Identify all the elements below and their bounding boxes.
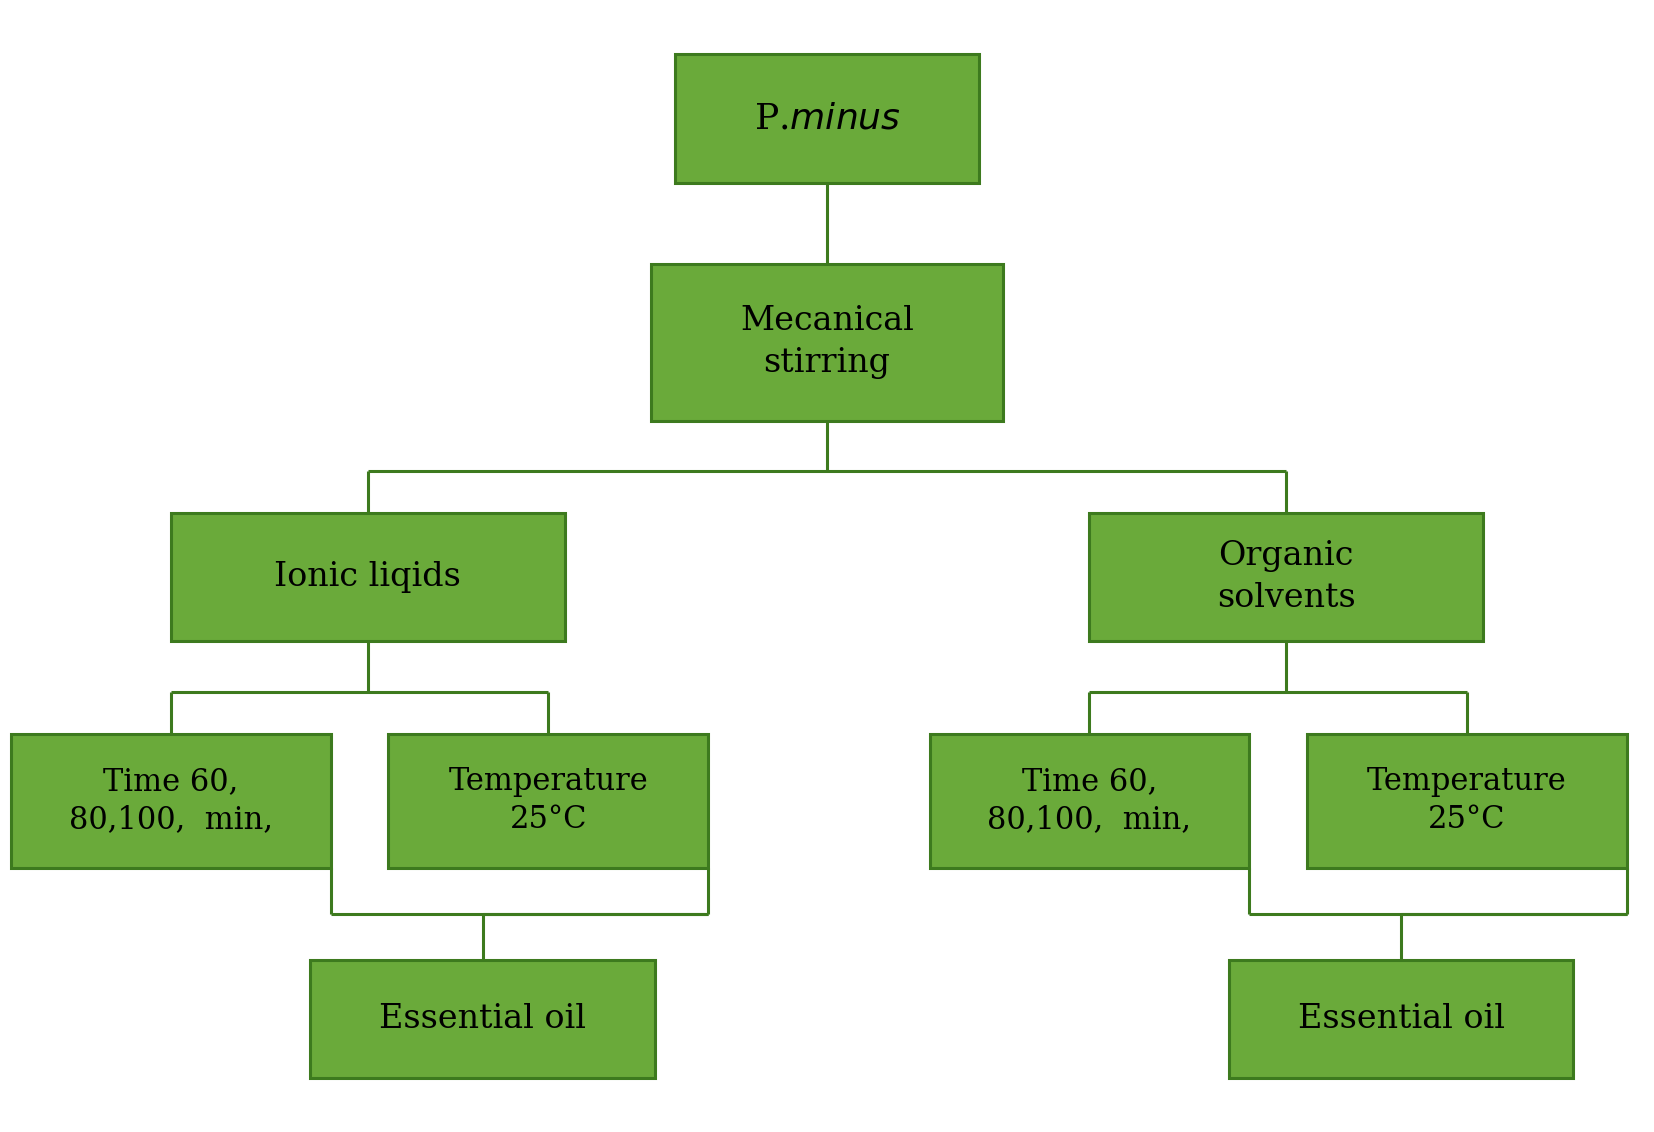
Text: Time 60,
80,100,  min,: Time 60, 80,100, min,	[69, 766, 273, 835]
FancyBboxPatch shape	[1307, 734, 1626, 868]
FancyBboxPatch shape	[930, 734, 1249, 868]
FancyBboxPatch shape	[389, 734, 708, 868]
FancyBboxPatch shape	[12, 734, 331, 868]
FancyBboxPatch shape	[1090, 513, 1484, 642]
Text: Essential oil: Essential oil	[1297, 1003, 1505, 1035]
Text: Temperature
25°C: Temperature 25°C	[448, 766, 648, 835]
Text: Ionic liqids: Ionic liqids	[275, 561, 461, 593]
Text: Essential oil: Essential oil	[379, 1003, 586, 1035]
FancyBboxPatch shape	[170, 513, 564, 642]
FancyBboxPatch shape	[311, 960, 655, 1078]
Text: P.$\it{minus}$: P.$\it{minus}$	[754, 102, 900, 136]
FancyBboxPatch shape	[650, 264, 1004, 421]
Text: Temperature
25°C: Temperature 25°C	[1366, 766, 1566, 835]
Text: Organic
solvents: Organic solvents	[1217, 540, 1356, 615]
FancyBboxPatch shape	[1229, 960, 1573, 1078]
Text: Time 60,
80,100,  min,: Time 60, 80,100, min,	[987, 766, 1191, 835]
Text: Mecanical
stirring: Mecanical stirring	[739, 306, 915, 379]
FancyBboxPatch shape	[675, 54, 979, 183]
